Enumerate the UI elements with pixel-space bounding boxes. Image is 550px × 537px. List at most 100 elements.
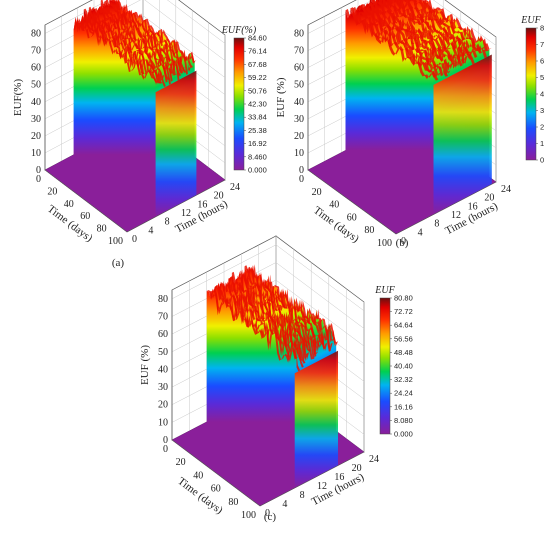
x-tick-label: 40 [193,470,203,481]
surface-cap [355,6,446,71]
panel-label: (a) [112,257,125,269]
surface-cap [350,7,441,78]
z-tick-label: 20 [31,131,41,142]
colorbar-tick-label: 64.64 [394,321,413,330]
colorbar-tick-label: 42.30 [248,100,267,109]
colorbar-tick-label: 33.84 [248,113,267,122]
axis-frame [307,25,497,235]
y-tick-label: 24 [501,184,511,195]
y-tick-label: 0 [265,508,270,519]
x-tick-label: 60 [80,211,90,222]
surface-cap [82,10,166,87]
z-axis-label: EUF (%) [275,77,287,117]
y-tick-label: 0 [401,236,406,247]
z-tick-label: 70 [294,46,304,57]
colorbar-tick-label: 3 [540,106,544,115]
x-tick-label: 100 [241,510,256,521]
colorbar-tick-label: 72.72 [394,307,413,316]
colorbar-tick-label: 5 [540,73,544,82]
z-tick-label: 70 [31,46,41,57]
x-tick-label: 80 [364,225,374,236]
y-tick-label: 16 [334,472,344,483]
colorbar-tick-label: 16.16 [394,402,413,411]
z-tick-label: 10 [294,148,304,159]
z-tick-label: 50 [294,80,304,91]
x-tick-label: 60 [211,484,221,495]
x-tick-label: 0 [36,174,41,185]
x-tick-label: 20 [312,187,322,198]
y-tick-label: 12 [451,210,461,221]
x-tick-label: 20 [176,457,186,468]
colorbar-title: EUF [520,15,541,26]
colorbar-tick-label: 24.24 [394,389,413,398]
surface-end-face [155,70,197,217]
colorbar-tick-label: 1 [540,139,544,148]
z-tick-label: 60 [294,63,304,74]
y-tick-label: 4 [282,499,287,510]
colorbar-tick-label: 2 [540,123,544,132]
colorbar [233,37,245,171]
z-tick-label: 60 [158,329,168,340]
y-tick-label: 12 [181,208,191,219]
z-tick-label: 80 [31,29,41,40]
surface-strip [206,291,295,488]
z-tick-label: 70 [158,311,168,322]
surface-cap [83,8,168,83]
x-tick-label: 100 [108,236,123,247]
y-tick-label: 24 [369,454,379,465]
surface-cap [398,0,480,54]
x-tick-label: 60 [347,212,357,223]
x-tick-label: 40 [329,200,339,211]
colorbar-tick-label: 50.76 [248,86,267,95]
colorbar [525,27,537,161]
y-tick-label: 4 [148,225,153,236]
z-tick-label: 10 [158,417,168,428]
colorbar-tick-label: 67.68 [248,60,267,69]
surface-cap [387,0,470,60]
panel-label: (b) [396,237,409,249]
z-tick-label: 40 [158,364,168,375]
surface-cap [233,269,324,345]
z-axis-label: EUF(%) [12,79,24,117]
surface-end-face [433,54,492,215]
y-tick-label: 8 [434,219,439,230]
x-axis-label: Time (days) [175,475,225,517]
x-tick-label: 0 [163,444,168,455]
colorbar-title: EUF(%) [221,25,257,36]
colorbar-tick-label: 48.48 [394,348,413,357]
surface-strip [73,17,156,217]
colorbar-tick-label: 4 [540,90,544,99]
colorbar-tick-label: 25.38 [248,126,267,135]
y-tick-label: 20 [352,463,362,474]
panel-label: (c) [264,511,277,523]
y-tick-label: 20 [484,193,494,204]
x-tick-label: 80 [97,224,107,235]
z-tick-label: 0 [163,435,168,446]
z-axis-label: EUF (%) [139,345,151,385]
y-tick-label: 0 [132,234,137,245]
axis-frame [171,290,365,507]
surface-cap [367,1,458,69]
surface-cap [212,281,302,362]
x-tick-label: 80 [228,497,238,508]
z-tick-label: 80 [294,29,304,40]
surface-strip [345,10,434,215]
y-tick-label: 8 [300,490,305,501]
z-tick-label: 0 [299,165,304,176]
surface-cap [206,290,297,363]
z-tick-label: 30 [31,114,41,125]
colorbar-tick-label: 7 [540,40,544,49]
colorbar-tick-label: 8.080 [394,416,413,425]
z-tick-label: 80 [158,294,168,305]
surface-cap [235,271,326,351]
colorbar-tick-label: 40.40 [394,362,413,371]
x-tick-label: 40 [64,199,74,210]
colorbar [379,297,391,435]
colorbar-tick-label: 59.22 [248,73,267,82]
y-tick-label: 24 [230,182,240,193]
z-tick-label: 40 [294,97,304,108]
z-tick-label: 60 [31,63,41,74]
